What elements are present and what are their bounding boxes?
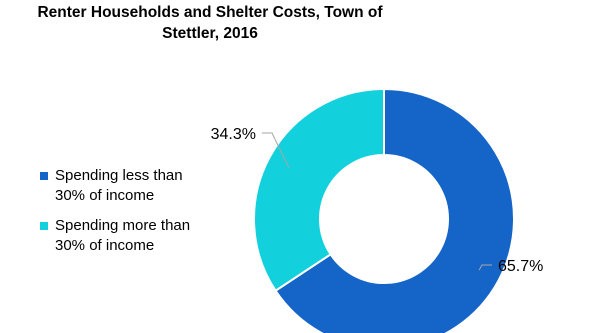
data-label-less-than-30: 65.7% [498, 258, 543, 275]
legend-label-less-than-30: Spending less than 30% of income [55, 167, 183, 204]
chart-title: Renter Households and Shelter Costs, Tow… [0, 2, 420, 44]
data-label-more-than-30: 34.3% [211, 126, 256, 143]
legend-swatch-less-than-30 [40, 172, 48, 180]
leader-lines [262, 132, 492, 271]
donut-slices [253, 87, 515, 333]
donut-slice-less-than-30 [274, 87, 515, 333]
data-labels: 65.7% 34.3% [211, 126, 544, 275]
donut-slice-more-than-30 [253, 87, 385, 293]
leader-line-less-than-30 [478, 264, 492, 271]
legend-item-less-than-30: Spending less than 30% of income [40, 166, 210, 206]
legend-swatch-more-than-30 [40, 222, 48, 230]
legend-item-more-than-30: Spending more than 30% of income [40, 216, 210, 256]
leader-line-more-than-30 [262, 132, 290, 169]
legend-label-more-than-30: Spending more than 30% of income [55, 217, 191, 254]
chart-legend: Spending less than 30% of income Spendin… [40, 166, 210, 266]
chart-title-line-2: Stettler, 2016 [162, 25, 258, 42]
chart-title-line-1: Renter Households and Shelter Costs, Tow… [37, 4, 383, 21]
